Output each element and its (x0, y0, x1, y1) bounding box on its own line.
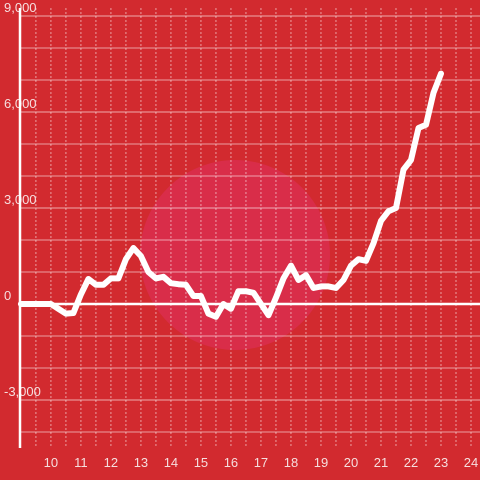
x-tick-label: 14 (164, 455, 178, 470)
y-tick-label: 0 (4, 288, 11, 303)
x-tick-label: 17 (254, 455, 268, 470)
x-tick-label: 13 (134, 455, 148, 470)
x-tick-label: 21 (374, 455, 388, 470)
x-tick-label: 20 (344, 455, 358, 470)
x-tick-label: 12 (104, 455, 118, 470)
x-tick-label: 19 (314, 455, 328, 470)
y-tick-label: -3,000 (4, 384, 41, 399)
watermark (140, 160, 330, 350)
x-tick-label: 22 (404, 455, 418, 470)
x-tick-label: 23 (434, 455, 448, 470)
x-tick-label: 24 (464, 455, 478, 470)
x-tick-label: 15 (194, 455, 208, 470)
data-line (17, 70, 444, 320)
x-tick-label: 16 (224, 455, 238, 470)
x-tick-label: 18 (284, 455, 298, 470)
x-tick-label: 11 (74, 455, 88, 470)
x-tick-label: 10 (44, 455, 58, 470)
y-tick-label: 9,000 (4, 0, 37, 15)
